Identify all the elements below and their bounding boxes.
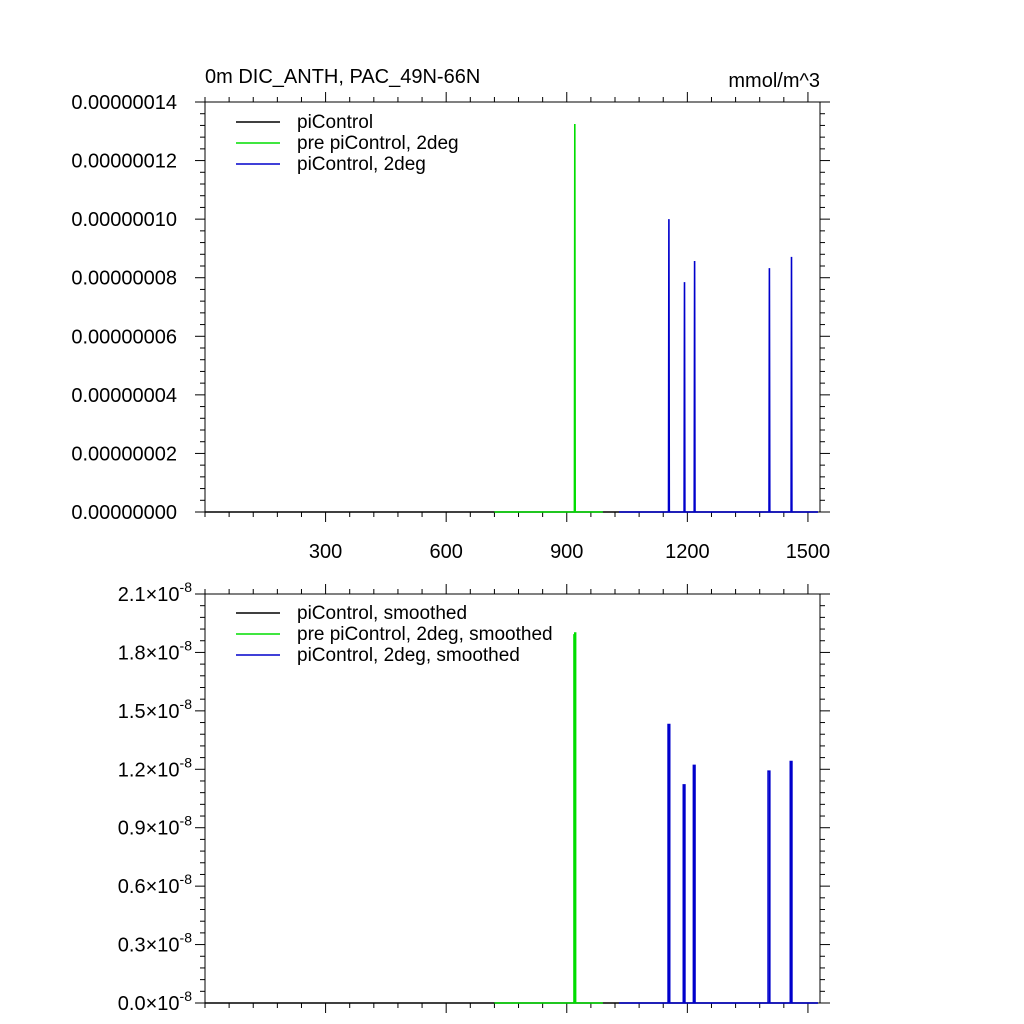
y-tick-label: 0.6×10-8 bbox=[118, 871, 192, 898]
chart-title: 0m DIC_ANTH, PAC_49N-66N bbox=[205, 66, 480, 88]
series-line bbox=[619, 723, 818, 1004]
x-tick-label: 1500 bbox=[786, 541, 831, 563]
series-line bbox=[494, 123, 603, 513]
legend-label: piControl, 2deg bbox=[297, 154, 426, 175]
legend-label: piControl bbox=[297, 112, 373, 133]
series-line bbox=[494, 632, 603, 1004]
x-tick-label: 1200 bbox=[665, 541, 710, 563]
legend-label: pre piControl, 2deg, smoothed bbox=[297, 624, 553, 645]
y-tick-label: 0.00000006 bbox=[71, 326, 177, 348]
legend-label: piControl, 2deg, smoothed bbox=[297, 645, 520, 666]
units-label: mmol/m^3 bbox=[728, 70, 820, 92]
y-tick-label: 0.0×10-8 bbox=[118, 988, 192, 1015]
top-panel: 0.00000000 0.00000002 0.00000004 0.00000006… bbox=[71, 66, 830, 563]
x-tick-label: 300 bbox=[309, 541, 342, 563]
legend-label: piControl, smoothed bbox=[297, 603, 467, 624]
series-line bbox=[619, 219, 818, 513]
y-tick-label: 0.00000004 bbox=[71, 385, 177, 407]
y-tick-label: 1.2×10-8 bbox=[118, 754, 192, 781]
y-tick-label: 1.5×10-8 bbox=[118, 696, 192, 723]
legend-label: pre piControl, 2deg bbox=[297, 133, 459, 154]
y-tick-label: 0.00000000 bbox=[71, 502, 177, 524]
y-tick-label: 2.1×10-8 bbox=[118, 579, 192, 606]
y-tick-label: 0.00000008 bbox=[71, 268, 177, 290]
y-tick-label: 0.00000010 bbox=[71, 209, 177, 231]
y-tick-label: 0.9×10-8 bbox=[118, 813, 192, 840]
bottom-panel: 0.0×10-8 0.3×10-8 0.6×10-8 0.9×10-8 1.2×10-8… bbox=[118, 579, 830, 1015]
y-tick-label: 0.00000014 bbox=[71, 92, 177, 114]
x-tick-label: 900 bbox=[550, 541, 583, 563]
x-tick-label: 600 bbox=[429, 541, 462, 563]
y-tick-label: 0.00000002 bbox=[71, 443, 177, 465]
y-tick-label: 1.8×10-8 bbox=[118, 637, 192, 664]
y-tick-label: 0.3×10-8 bbox=[118, 930, 192, 957]
y-tick-label: 0.00000012 bbox=[71, 151, 177, 173]
